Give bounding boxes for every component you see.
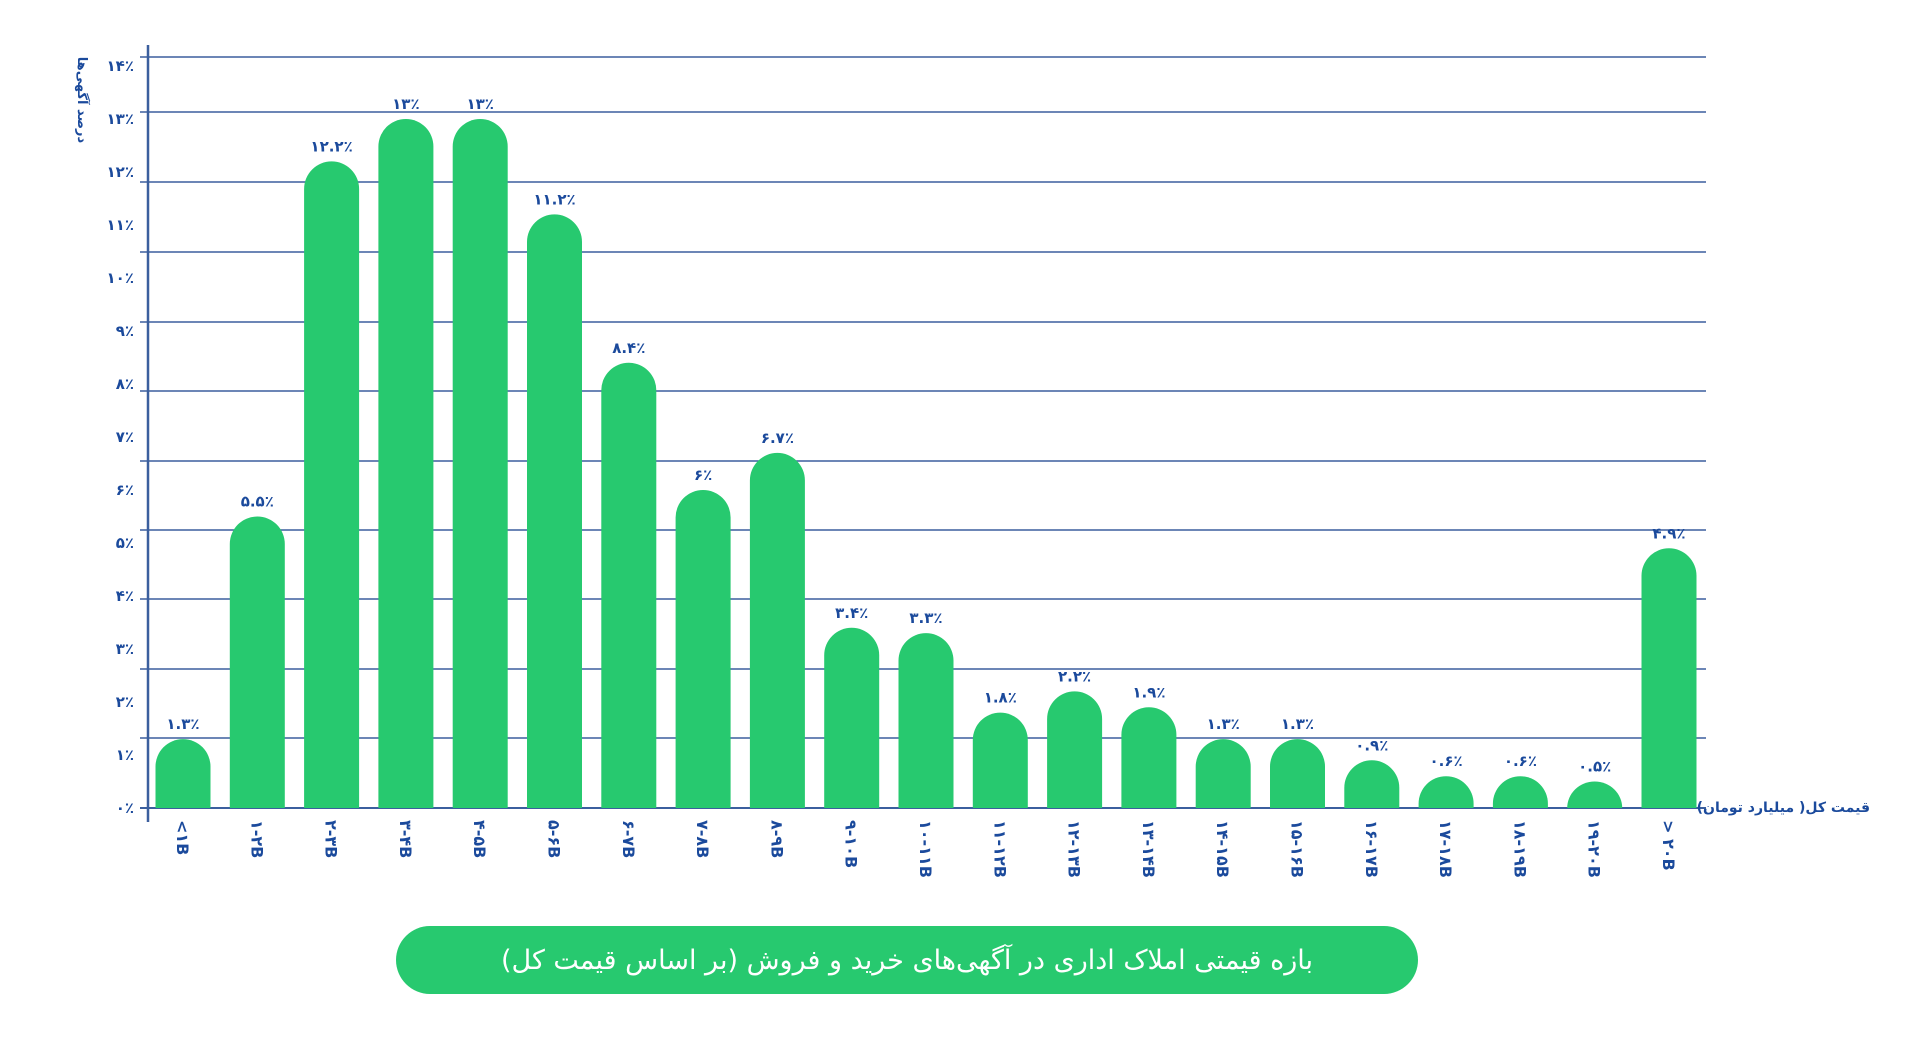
x-tick-label: ۱-۲B <box>247 820 266 858</box>
y-tick-labels: ۰٪ ۱٪ ۲٪ ۳٪ ۴٪ ۵٪ ۶٪ ۷٪ ۸٪ ۹٪ ۱۰٪ ۱۱٪ ۱۲٪ ۱۳٪ ۱۴٪ <box>107 57 134 817</box>
x-axis-label: قیمت کل( میلیارد تومان) <box>1697 800 1870 816</box>
data-label: ۵.۵٪ <box>241 493 274 511</box>
x-tick-labels: <۱B ۱-۲B ۲-۳B ۳-۴B ۴-۵B ۵-۶B ۶-۷B ۷-۸B ۸-۹B ۹-۱۰B… <box>173 820 1678 878</box>
bar <box>1270 739 1325 808</box>
bar <box>824 627 880 808</box>
bar <box>675 490 731 808</box>
chart-title-text: بازه قیمتی املاک اداری در آگهی‌های خرید … <box>500 944 1314 976</box>
bar <box>1121 707 1177 808</box>
y-tick-label: ۳٪ <box>116 640 134 658</box>
data-label: ۱.۳٪ <box>1207 715 1240 733</box>
x-tick-label: ۶-۷B <box>619 820 638 858</box>
y-axis-label: درصد آگهی‌ها <box>74 57 91 144</box>
bar <box>898 633 954 808</box>
x-tick-label: ۱۴-۱۵B <box>1213 820 1232 878</box>
data-label: ۱۲.۲٪ <box>310 137 352 155</box>
data-label: ۶.۷٪ <box>761 429 794 447</box>
bar <box>1195 739 1251 808</box>
bars: ۱.۳٪ ۵.۵٪ ۱۲.۲٪ ۱۳٪ ۱۳٪ ۱۱.۲٪ ۸.۴٪ ۶٪ ۶.۷٪ ۳.۴٪ ۳.… <box>155 95 1697 809</box>
y-tick-label: ۱۰٪ <box>107 269 134 287</box>
data-label: ۰.۵٪ <box>1578 758 1611 776</box>
y-tick-label: ۹٪ <box>116 322 134 340</box>
x-tick-label: ۲-۳B <box>322 820 341 858</box>
y-tick-label: ۱۴٪ <box>107 57 134 75</box>
x-tick-label: > ۲۰B <box>1659 820 1678 871</box>
x-tick-label: ۱۷-۱۸B <box>1436 820 1455 878</box>
bar <box>601 362 657 808</box>
x-tick-label: ۱۱-۱۲B <box>990 820 1009 878</box>
data-label: ۰.۶٪ <box>1504 752 1537 770</box>
x-tick-label: ۵-۶B <box>545 820 564 858</box>
data-label: ۱.۹٪ <box>1132 683 1165 701</box>
y-tick-label: ۱۳٪ <box>107 110 134 128</box>
bar <box>304 161 360 808</box>
data-label: ۳.۴٪ <box>835 604 868 622</box>
x-tick-label: ۳-۴B <box>396 820 415 858</box>
y-tick-label: ۸٪ <box>116 375 134 393</box>
x-tick-label: ۱۰-۱۱B <box>916 820 935 878</box>
y-tick-label: ۶٪ <box>116 481 134 499</box>
chart-title: بازه قیمتی املاک اداری در آگهی‌های خرید … <box>396 926 1418 994</box>
data-label: ۶٪ <box>694 466 712 484</box>
bar <box>452 118 508 808</box>
bar <box>155 739 211 808</box>
x-tick-label: ۱۵-۱۶B <box>1288 820 1307 878</box>
x-tick-label: <۱B <box>173 820 192 855</box>
y-tick-label: ۲٪ <box>116 693 134 711</box>
data-label: ۱۱.۲٪ <box>533 190 575 208</box>
bar <box>1047 691 1103 808</box>
data-label: ۱۳٪ <box>466 95 493 113</box>
data-label: ۱.۳٪ <box>1281 715 1314 733</box>
x-tick-label: ۱۹-۲۰B <box>1585 820 1604 878</box>
data-label: ۴.۹٪ <box>1652 524 1685 542</box>
bar <box>527 214 582 809</box>
bar <box>378 118 434 808</box>
x-tick-label: ۷-۸B <box>693 820 712 858</box>
y-tick-label: ۵٪ <box>116 534 134 552</box>
data-label: ۱.۳٪ <box>166 715 199 733</box>
x-tick-label: ۱۶-۱۷B <box>1362 820 1381 878</box>
y-tick-label: ۱٪ <box>116 746 134 764</box>
y-tick-label: ۱۱٪ <box>107 216 134 234</box>
bar <box>1641 548 1697 808</box>
y-tick-label: ۰٪ <box>116 799 134 817</box>
data-label: ۳.۳٪ <box>909 609 942 627</box>
x-tick-label: ۱۲-۱۳B <box>1065 820 1084 878</box>
bar <box>972 712 1028 808</box>
y-tick-label: ۷٪ <box>116 428 134 446</box>
bar <box>1344 760 1400 808</box>
x-tick-label: ۸-۹B <box>767 820 786 858</box>
data-label: ۱.۸٪ <box>984 689 1017 707</box>
bar <box>1418 776 1474 808</box>
x-tick-label: ۱۳-۱۴B <box>1139 820 1158 878</box>
data-label: ۰.۹٪ <box>1355 736 1388 754</box>
x-tick-label: ۹-۱۰B <box>842 820 861 868</box>
bar <box>229 516 285 808</box>
data-label: ۱۳٪ <box>392 95 419 113</box>
x-tick-label: ۱۸-۱۹B <box>1510 820 1529 878</box>
bar <box>1492 776 1548 808</box>
data-label: ۸.۴٪ <box>612 339 645 357</box>
y-tick-label: ۱۲٪ <box>107 163 134 181</box>
data-label: ۰.۶٪ <box>1430 752 1463 770</box>
bar <box>749 452 805 808</box>
x-tick-label: ۴-۵B <box>470 820 489 858</box>
bar <box>1567 781 1623 808</box>
y-tick-label: ۴٪ <box>116 587 134 605</box>
data-label: ۲.۲٪ <box>1058 667 1091 685</box>
